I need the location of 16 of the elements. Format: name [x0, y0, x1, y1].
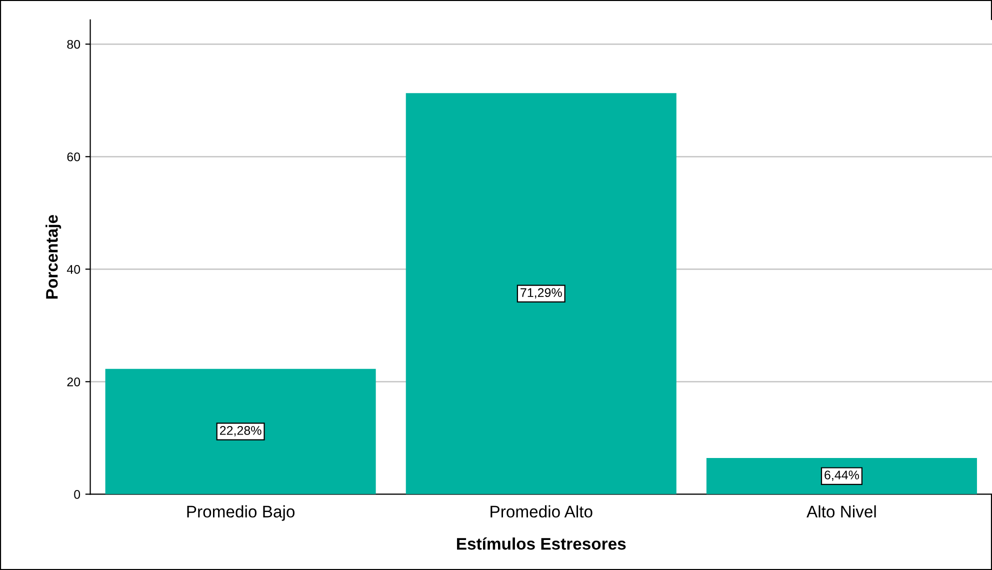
data-label: 6,44%	[824, 470, 859, 481]
bar	[406, 93, 676, 494]
bar	[105, 368, 376, 494]
bar	[706, 458, 977, 494]
x-tick-label: Promedio Bajo	[187, 505, 295, 521]
y-tick-label: 80	[67, 40, 80, 49]
x-axis-title: Estímulos Estresores	[457, 537, 626, 550]
y-axis-title: Porcentaje	[46, 215, 62, 299]
y-tick-label: 60	[67, 152, 80, 162]
y-tick-label: 20	[67, 377, 80, 386]
x-tick-label: Alto Nivel	[806, 505, 876, 518]
x-tick-label: Promedio Alto	[490, 505, 592, 518]
y-tick-label: 0	[74, 490, 80, 499]
y-tick-label: 40	[66, 264, 80, 274]
data-label: 71,29%	[520, 288, 562, 298]
data-label: 22,28%	[220, 426, 262, 436]
